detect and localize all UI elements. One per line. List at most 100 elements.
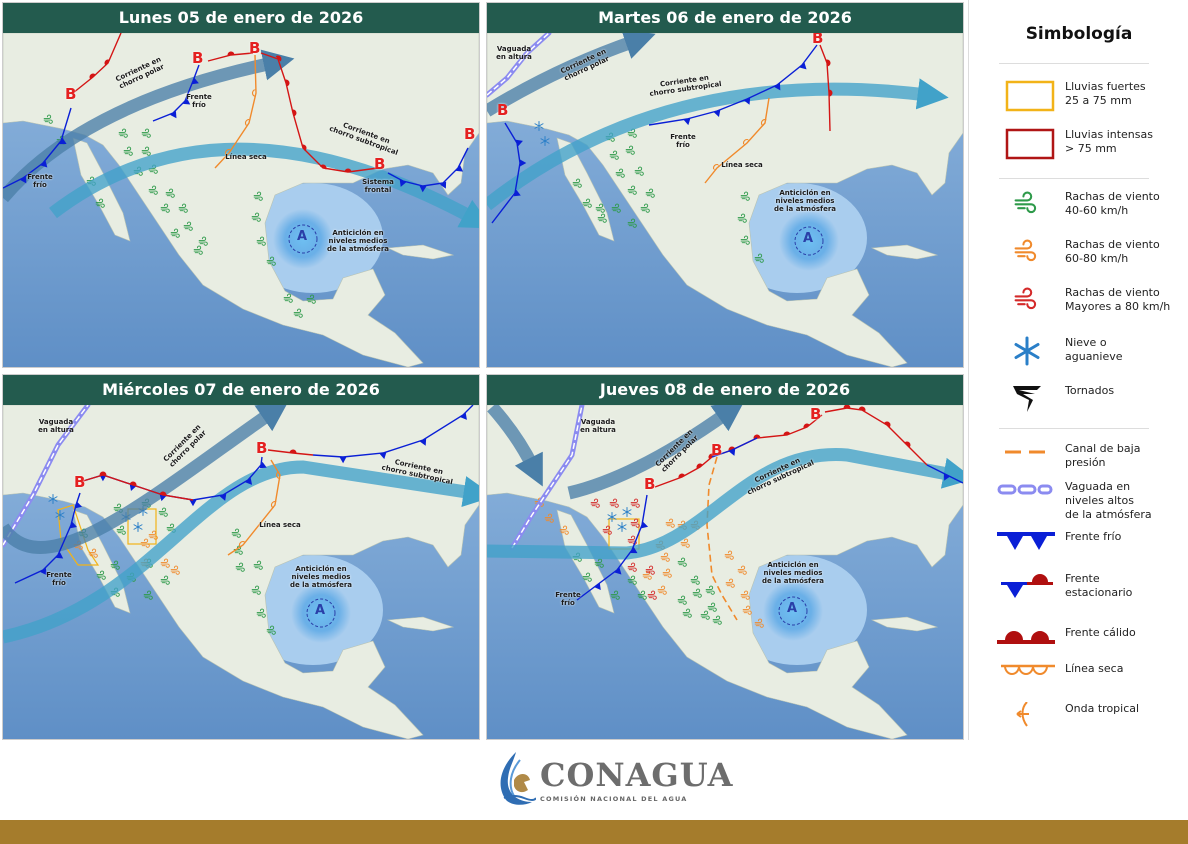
jet-stream-arrow <box>487 405 543 487</box>
legend-divider <box>999 178 1149 179</box>
low-pressure-label: B <box>644 475 656 493</box>
warm-front <box>260 52 379 173</box>
legend-item: Vaguada en niveles altos de la atmósfera <box>969 480 1188 521</box>
high-pressure-label: A <box>315 603 326 618</box>
cold-front <box>576 494 649 601</box>
low-pressure-label: B <box>810 405 822 423</box>
legend-item: Nieve o aguanieve <box>969 336 1188 376</box>
cold-front <box>711 437 758 458</box>
anticyclone-ring <box>288 224 318 254</box>
wind-gust-icon <box>1014 287 1037 310</box>
wind-gust-icon <box>1014 191 1037 214</box>
map-annotation: Anticiclón en niveles medios de la atmós… <box>326 229 390 253</box>
low-pressure-trough <box>706 456 738 621</box>
anticyclone <box>779 211 839 271</box>
forecast-map-panel: Lunes 05 de enero de 2026 A B B B B B Corrient… <box>2 2 480 368</box>
legend-item: Frente cálido <box>969 626 1188 666</box>
legend-item: Onda tropical <box>969 702 1188 742</box>
anticyclone <box>291 583 351 643</box>
rain-heavy-box-icon <box>1005 80 1055 112</box>
forecast-map-panel: Martes 06 de enero de 2026 A B B Vaguada en… <box>486 2 964 368</box>
dry-line <box>227 459 281 556</box>
rain-intense-box-icon <box>1005 128 1055 160</box>
legend-divider <box>999 428 1149 429</box>
panel-date-title: Miércoles 07 de enero de 2026 <box>3 375 479 405</box>
low-pressure-label: B <box>812 33 824 47</box>
forecast-map-panel: Miércoles 07 de enero de 2026 A B B Vaguada… <box>2 374 480 740</box>
map-annotation: Frente frío <box>670 133 696 149</box>
jet-stream-arrow <box>487 33 656 117</box>
map-annotation: Frente frío <box>27 173 53 189</box>
legend-label: Canal de baja presión <box>1065 442 1141 469</box>
land <box>487 405 963 739</box>
upper-trough-dash <box>511 405 583 549</box>
wind-gust-icon <box>1014 239 1037 262</box>
legend-item: Tornados <box>969 384 1188 424</box>
cold-front <box>387 147 469 193</box>
dry-line-icon <box>1001 664 1055 675</box>
cold-front <box>926 464 963 484</box>
warm-front <box>267 449 314 456</box>
anticyclone-ring <box>306 598 336 628</box>
map-annotation: Línea seca <box>721 161 763 169</box>
legend-label: Frente cálido <box>1065 626 1136 639</box>
legend-label: Lluvias fuertes 25 a 75 mm <box>1065 80 1146 107</box>
map-annotation: Frente frío <box>555 591 581 607</box>
map-annotation: Anticiclón en niveles medios de la atmós… <box>761 561 825 585</box>
legend-item: Rachas de viento 40-60 km/h <box>969 190 1188 230</box>
panel-date-title: Martes 06 de enero de 2026 <box>487 3 963 33</box>
map-drawing <box>487 405 963 739</box>
legend-label: Frente frío <box>1065 530 1122 543</box>
legend-item: Frente frío <box>969 530 1188 570</box>
cold-front <box>648 44 818 126</box>
map-annotation: Vaguada en altura <box>580 418 616 434</box>
map-annotation: Anticiclón en niveles medios de la atmós… <box>773 189 837 213</box>
low-pressure-label: B <box>74 473 86 491</box>
cold-front <box>312 405 474 464</box>
stationary-front-icon <box>1001 574 1053 598</box>
map-annotation: Frente frío <box>186 93 212 109</box>
brand-subtitle: COMISIÓN NACIONAL DEL AGUA <box>540 795 688 803</box>
jet-stream-arrow <box>3 460 479 644</box>
low-pressure-label: B <box>256 439 268 457</box>
snowflake-icon <box>1014 336 1040 366</box>
upper-trough-dash <box>3 405 89 546</box>
legend-label: Vaguada en niveles altos de la atmósfera <box>1065 480 1152 521</box>
cold-front <box>152 64 200 122</box>
map-annotation: Frente frío <box>46 571 72 587</box>
tornado-icon <box>1013 386 1041 412</box>
warm-front-icon <box>997 631 1055 644</box>
map-annotation: Vaguada en altura <box>38 418 74 434</box>
cold-front <box>14 492 83 584</box>
legend-item: Lluvias fuertes 25 a 75 mm <box>969 80 1188 120</box>
warm-front <box>82 471 194 501</box>
weather-map: A B B Vaguada en altura Corriente en chorro … <box>487 33 963 367</box>
dry-line <box>704 97 770 184</box>
anticyclone <box>763 581 823 641</box>
warm-front <box>824 405 928 466</box>
weather-map: A B B Vaguada en altura Corriente en chorro … <box>3 405 479 739</box>
legend-label: Rachas de viento Mayores a 80 km/h <box>1065 286 1171 313</box>
forecast-map-panel: Jueves 08 de enero de 2026 A B B B Vaguada e… <box>486 374 964 740</box>
legend-divider <box>999 63 1149 64</box>
legend-item: Frente estacionario <box>969 572 1188 612</box>
dry-line <box>214 54 257 169</box>
anticyclone-ring <box>778 596 808 626</box>
legend-label: Rachas de viento 40-60 km/h <box>1065 190 1160 217</box>
map-annotation: Línea seca <box>225 153 267 161</box>
legend-label: Lluvias intensas > 75 mm <box>1065 128 1153 155</box>
warm-front <box>72 33 122 94</box>
cold-front-icon <box>997 532 1055 550</box>
legend-item: Línea seca <box>969 662 1188 702</box>
land <box>487 33 963 367</box>
warm-front <box>207 51 254 62</box>
low-pressure-label: B <box>65 85 77 103</box>
legend-label: Onda tropical <box>1065 702 1140 715</box>
low-pressure-label: B <box>464 125 476 143</box>
legend-label: Línea seca <box>1065 662 1124 675</box>
map-annotation: Línea seca <box>259 521 301 529</box>
tropical-wave-icon <box>1016 702 1029 727</box>
legend-item: Rachas de viento 60-80 km/h <box>969 238 1188 278</box>
map-annotation: Sistema frontal <box>362 178 394 194</box>
high-pressure-label: A <box>803 231 814 246</box>
